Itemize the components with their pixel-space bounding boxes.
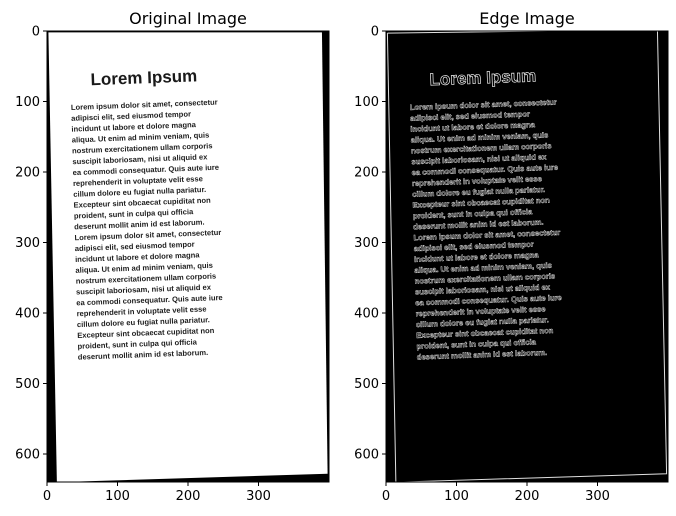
document-line: proident, sunt in culpa qui officia <box>74 207 194 220</box>
edge-document-line: proident, sunt in culpa qui officia <box>413 207 533 220</box>
edge-image-ticks: 0 100 200 300 0 100 200 300 400 500 600 <box>354 25 610 505</box>
x-tick-label: 100 <box>105 489 130 504</box>
edge-image-panel: Edge Image Lorem Ipsum Lorem ipsum dolor… <box>354 9 669 505</box>
page-edge-outline <box>386 31 668 482</box>
edge-image-title: Edge Image <box>479 9 574 28</box>
y-tick-label: 0 <box>32 25 40 40</box>
x-tick-label: 0 <box>43 489 51 504</box>
edge-image-background <box>386 31 668 482</box>
edge-document-line: adipisci elit, sed eiusmod tempor <box>410 109 530 122</box>
document-title: Lorem Ipsum <box>90 66 197 89</box>
x-tick-label: 300 <box>246 489 271 504</box>
original-image-ticks: 0 100 200 300 0 100 200 300 400 500 600 <box>15 25 271 505</box>
original-image-panel: Original Image Lorem Ipsum Lorem ipsum d… <box>15 9 330 505</box>
y-tick-label: 200 <box>354 166 379 181</box>
document-line: adipisci elit, sed eiusmod tempor <box>75 240 195 253</box>
y-tick-label: 500 <box>15 377 40 392</box>
y-tick-label: 400 <box>15 307 40 322</box>
x-tick-label: 200 <box>176 489 201 504</box>
y-tick-label: 600 <box>354 448 379 463</box>
y-tick-label: 500 <box>354 377 379 392</box>
x-tick-label: 300 <box>585 489 610 504</box>
edge-document-title: Lorem Ipsum <box>429 66 536 89</box>
y-tick-label: 200 <box>15 166 40 181</box>
y-tick-label: 300 <box>15 236 40 251</box>
y-tick-label: 0 <box>371 25 379 40</box>
document-line: proident, sunt in culpa qui officia <box>77 337 197 350</box>
y-tick-label: 400 <box>354 307 379 322</box>
document-line: adipisci elit, sed eiusmod tempor <box>71 109 191 122</box>
y-tick-label: 100 <box>354 95 379 110</box>
x-tick-label: 100 <box>444 489 469 504</box>
x-tick-label: 200 <box>515 489 540 504</box>
document-lines: Lorem ipsum dolor sit amet, consectetura… <box>71 98 223 362</box>
edge-document-lines: Lorem ipsum dolor sit amet, consectetura… <box>409 97 562 362</box>
y-tick-label: 600 <box>15 448 40 463</box>
original-image-title: Original Image <box>129 9 247 28</box>
y-tick-label: 300 <box>354 236 379 251</box>
document-page <box>48 32 328 482</box>
x-tick-label: 0 <box>382 489 390 504</box>
y-tick-label: 100 <box>15 95 40 110</box>
